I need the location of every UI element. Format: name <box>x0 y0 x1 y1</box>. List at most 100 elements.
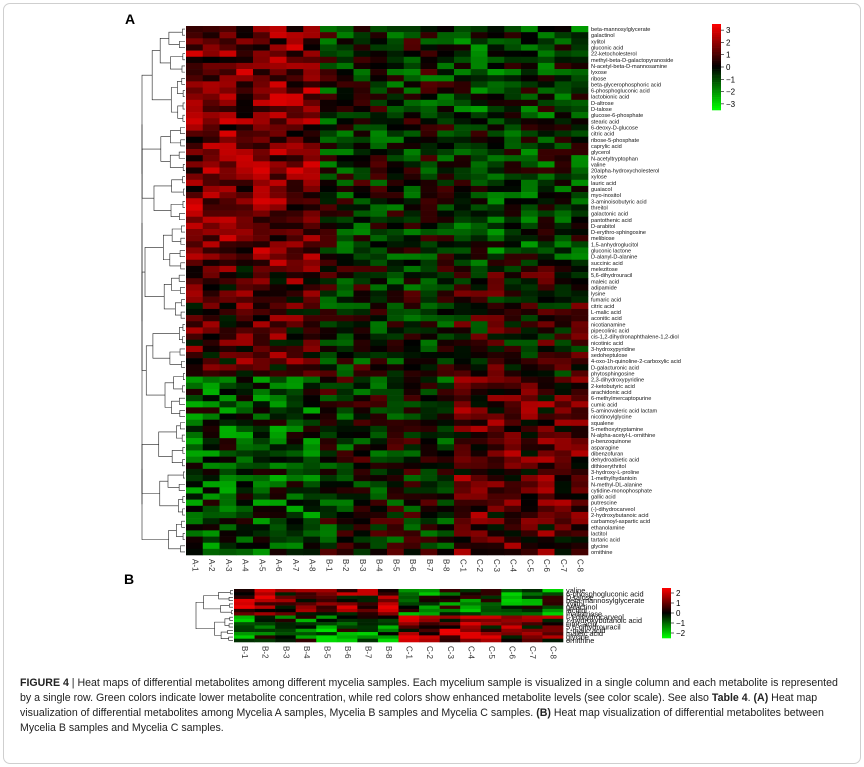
color-scale-segment <box>712 105 721 109</box>
heatmap-cell <box>487 99 505 107</box>
heatmap-cell <box>420 475 438 482</box>
heatmap-cell <box>269 308 287 316</box>
heatmap-cell <box>387 425 405 433</box>
row-label: dithioerythritol <box>591 464 626 470</box>
heatmap-cell <box>571 69 589 76</box>
heatmap-cell <box>470 161 488 168</box>
heatmap-cell <box>504 50 522 58</box>
heatmap-cell <box>186 222 204 230</box>
heatmap-cell <box>370 142 388 150</box>
heatmap-cell <box>403 210 421 217</box>
heatmap-cell <box>269 99 287 107</box>
heatmap-cell <box>336 419 354 427</box>
heatmap-cell <box>454 222 472 230</box>
heatmap-cell <box>286 302 304 310</box>
heatmap-cell <box>437 210 455 217</box>
a-dendrogram-branch <box>168 530 181 550</box>
heatmap-cell <box>377 622 399 626</box>
heatmap-cell <box>353 198 371 205</box>
heatmap-cell <box>454 499 472 507</box>
heatmap-cell <box>316 608 338 613</box>
heatmap-cell <box>253 204 271 211</box>
heatmap-cell <box>387 456 405 464</box>
heatmap-cell <box>219 130 237 138</box>
heatmap-cell <box>286 198 304 205</box>
heatmap-cell <box>186 75 204 82</box>
heatmap-cell <box>470 308 488 316</box>
heatmap-cell <box>336 93 354 101</box>
heatmap-cell <box>571 87 589 94</box>
heatmap-cell <box>202 481 220 488</box>
heatmap-cell <box>320 93 338 101</box>
heatmap-cell <box>437 124 455 131</box>
heatmap-cell <box>521 284 539 291</box>
heatmap-cell <box>336 204 354 211</box>
heatmap-cell <box>320 50 338 58</box>
heatmap-cell <box>387 518 405 525</box>
heatmap-cell <box>439 618 461 623</box>
heatmap-cell <box>403 56 421 64</box>
heatmap-cell <box>320 118 338 125</box>
panel-b-color-scale: 210−1−2 <box>662 588 686 639</box>
heatmap-cell <box>219 253 237 261</box>
heatmap-cell <box>202 333 220 341</box>
heatmap-cell <box>236 425 254 433</box>
caption-table-link[interactable]: Table 4 <box>711 692 748 704</box>
heatmap-cell <box>387 56 405 64</box>
heatmap-cell <box>353 376 371 384</box>
heatmap-cell <box>439 628 461 633</box>
heatmap-cell <box>253 487 271 494</box>
heatmap-cell <box>303 407 321 414</box>
heatmap-cell <box>275 615 296 620</box>
row-label: maleic acid <box>566 629 603 638</box>
heatmap-cell <box>269 278 287 285</box>
heatmap-cell <box>554 278 572 285</box>
heatmap-cell <box>504 142 522 150</box>
heatmap-cell <box>487 511 505 519</box>
heatmap-cell <box>470 155 488 162</box>
heatmap-cell <box>320 130 338 138</box>
heatmap-cell <box>537 81 555 88</box>
heatmap-cell <box>521 419 539 427</box>
heatmap-cell <box>202 308 220 316</box>
heatmap-cell <box>439 612 461 616</box>
heatmap-cell <box>403 425 421 433</box>
heatmap-cell <box>236 278 254 285</box>
heatmap-cell <box>186 32 204 39</box>
heatmap-cell <box>387 204 405 211</box>
heatmap-cell <box>470 358 488 365</box>
heatmap-cell <box>336 407 354 414</box>
heatmap-cell <box>219 462 237 470</box>
heatmap-cell <box>420 93 438 101</box>
heatmap-cell <box>353 511 371 519</box>
heatmap-cell <box>504 38 522 45</box>
color-scale-segment <box>662 593 671 595</box>
heatmap-cell <box>269 382 287 390</box>
heatmap-cell <box>353 296 371 304</box>
column-label: B-1 <box>324 559 333 572</box>
color-scale-segment <box>662 588 671 590</box>
heatmap-cell <box>420 438 438 445</box>
heatmap-cell <box>487 315 505 322</box>
heatmap-cell <box>420 308 438 316</box>
heatmap-cell <box>387 130 405 138</box>
heatmap-cell <box>316 635 338 639</box>
heatmap-cell <box>353 431 371 439</box>
heatmap-cell <box>537 87 555 94</box>
heatmap-cell <box>480 605 502 610</box>
heatmap-cell <box>403 438 421 445</box>
heatmap-cell <box>253 241 271 248</box>
heatmap-cell <box>219 407 237 414</box>
heatmap-cell <box>437 142 455 150</box>
heatmap-cell <box>253 136 271 144</box>
heatmap-cell <box>387 284 405 291</box>
heatmap-cell <box>537 130 555 138</box>
heatmap-cell <box>387 296 405 304</box>
heatmap-cell <box>254 589 276 593</box>
heatmap-cell <box>437 173 455 181</box>
heatmap-cell <box>186 136 204 144</box>
heatmap-cell <box>454 493 472 500</box>
heatmap-cell <box>403 511 421 519</box>
heatmap-cell <box>537 358 555 365</box>
heatmap-cell <box>454 278 472 285</box>
